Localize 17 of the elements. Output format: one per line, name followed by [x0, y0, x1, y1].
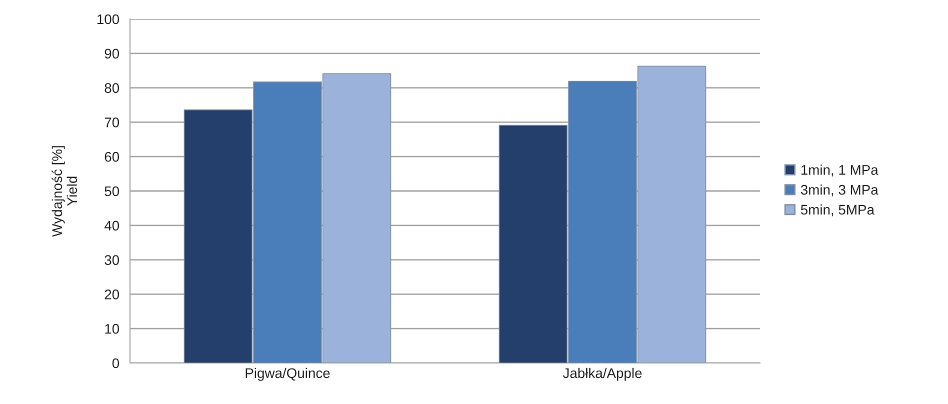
y-tick-label: 10 [105, 324, 120, 334]
legend-label: 1min, 1 MPa [801, 164, 878, 176]
x-tick-label: Jabłka/Apple [562, 368, 642, 381]
y-tick-label: 90 [104, 48, 120, 59]
y-tick-label: 50 [104, 186, 120, 196]
x-tick-label: Pigwa/Quince [246, 368, 330, 381]
y-axis-title: Wydajność [%] Yield [52, 146, 77, 237]
legend-label: 5min, 5MPa [800, 204, 874, 216]
legend-label: 3min, 3 MPa [800, 184, 878, 196]
y-tick-label: 70 [104, 118, 120, 128]
y-tick-label: 20 [104, 290, 120, 300]
y-tick-label: 60 [104, 152, 120, 162]
y-tick-label: 30 [104, 255, 120, 265]
y-tick-label: 100 [97, 14, 120, 24]
y-tick-label: 0 [112, 358, 120, 368]
y-tick-label: 80 [104, 83, 120, 93]
y-tick-label: 40 [104, 220, 120, 231]
